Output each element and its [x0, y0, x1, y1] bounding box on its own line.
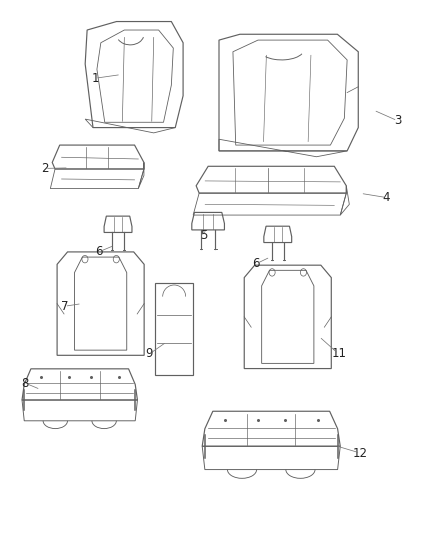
Text: 6: 6: [252, 257, 260, 270]
Text: 12: 12: [353, 447, 368, 459]
Text: 1: 1: [91, 72, 99, 85]
Text: 5: 5: [200, 229, 208, 242]
Text: 8: 8: [21, 377, 29, 390]
Text: 11: 11: [331, 348, 346, 360]
Text: 9: 9: [145, 348, 153, 360]
Text: 2: 2: [41, 162, 49, 175]
Text: 3: 3: [394, 114, 401, 127]
Text: 6: 6: [95, 245, 103, 258]
Text: 4: 4: [383, 191, 390, 204]
Text: 7: 7: [61, 300, 68, 313]
